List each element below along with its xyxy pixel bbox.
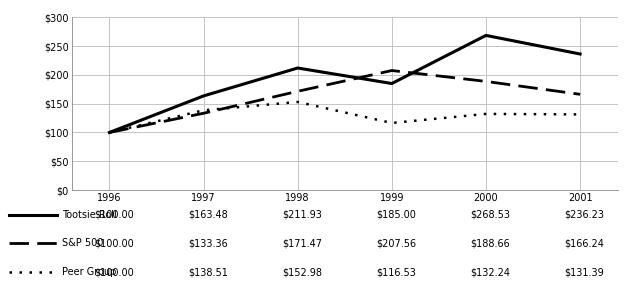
Text: $138.51: $138.51 — [188, 267, 228, 277]
Text: $188.66: $188.66 — [470, 238, 510, 248]
Text: $268.53: $268.53 — [470, 210, 510, 219]
Text: Peer Group: Peer Group — [62, 267, 117, 277]
Text: $163.48: $163.48 — [188, 210, 228, 219]
Text: $116.53: $116.53 — [376, 267, 416, 277]
Text: S&P 500: S&P 500 — [62, 238, 104, 248]
Text: $171.47: $171.47 — [282, 238, 322, 248]
Text: $132.24: $132.24 — [470, 267, 510, 277]
Text: $100.00: $100.00 — [94, 238, 134, 248]
Text: $100.00: $100.00 — [94, 267, 134, 277]
Text: $133.36: $133.36 — [188, 238, 228, 248]
Text: $100.00: $100.00 — [94, 210, 134, 219]
Text: $236.23: $236.23 — [565, 210, 605, 219]
Text: $152.98: $152.98 — [282, 267, 322, 277]
Text: $207.56: $207.56 — [376, 238, 416, 248]
Text: $131.39: $131.39 — [565, 267, 604, 277]
Text: $185.00: $185.00 — [376, 210, 416, 219]
Text: $166.24: $166.24 — [565, 238, 605, 248]
Text: Tootsie Roll: Tootsie Roll — [62, 210, 117, 219]
Text: $211.93: $211.93 — [282, 210, 322, 219]
